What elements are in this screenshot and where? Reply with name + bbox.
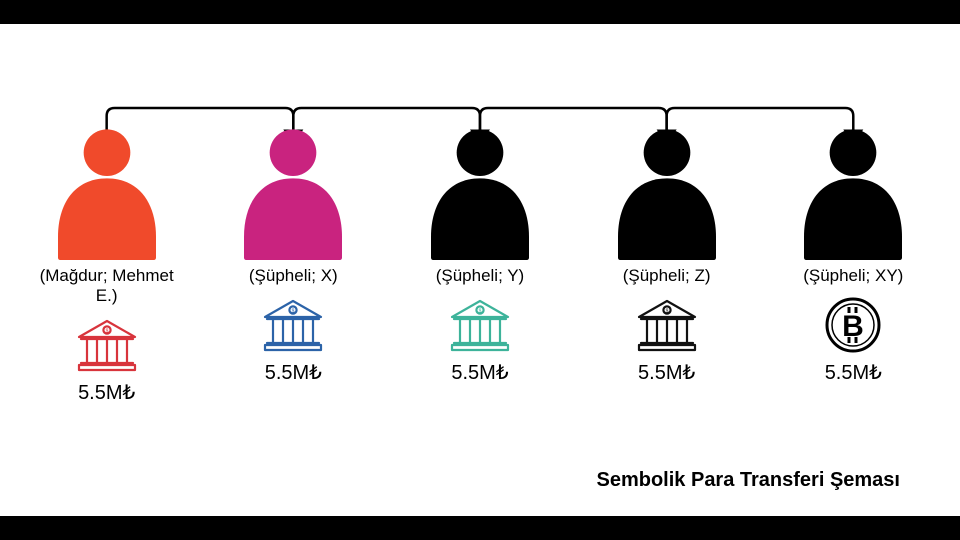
node-label: (Şüpheli; XY): [803, 266, 903, 286]
institution-icon-wrap: B: [824, 296, 882, 354]
transfer-diagram: (Mağdur; Mehmet E.) $ 5.5M₺ (Şüpheli; X)…: [0, 120, 960, 405]
node-amount: 5.5M₺: [78, 380, 135, 405]
node-amount: 5.5M₺: [825, 360, 882, 385]
svg-text:B: B: [842, 310, 864, 343]
institution-icon-wrap: $: [635, 296, 699, 354]
person-icon: [793, 120, 913, 260]
top-bar: [0, 0, 960, 24]
node-suspect-xy: (Şüpheli; XY) B 5.5M₺: [773, 120, 933, 385]
bank-icon: $: [635, 297, 699, 353]
node-amount: 5.5M₺: [638, 360, 695, 385]
node-suspect-z: (Şüpheli; Z) $ 5.5M₺: [587, 120, 747, 385]
institution-icon-wrap: $: [448, 296, 512, 354]
bottom-bar: [0, 516, 960, 540]
person-icon: [607, 120, 727, 260]
institution-icon-wrap: $: [75, 316, 139, 374]
institution-icon-wrap: $: [261, 296, 325, 354]
node-victim: (Mağdur; Mehmet E.) $ 5.5M₺: [27, 120, 187, 405]
node-label: (Şüpheli; Z): [623, 266, 711, 286]
svg-text:$: $: [105, 329, 108, 335]
person-icon: [420, 120, 540, 260]
node-suspect-y: (Şüpheli; Y) $ 5.5M₺: [400, 120, 560, 385]
svg-text:$: $: [292, 309, 295, 315]
diagram-caption: Sembolik Para Transferi Şeması: [597, 469, 901, 492]
node-amount: 5.5M₺: [265, 360, 322, 385]
bank-icon: $: [75, 317, 139, 373]
node-label: (Mağdur; Mehmet E.): [27, 266, 187, 306]
bitcoin-icon: B: [824, 296, 882, 354]
person-icon: [47, 120, 167, 260]
node-label: (Şüpheli; X): [249, 266, 338, 286]
node-amount: 5.5M₺: [451, 360, 508, 385]
node-label: (Şüpheli; Y): [436, 266, 525, 286]
svg-text:$: $: [665, 309, 668, 315]
bank-icon: $: [448, 297, 512, 353]
bank-icon: $: [261, 297, 325, 353]
node-suspect-x: (Şüpheli; X) $ 5.5M₺: [213, 120, 373, 385]
svg-text:$: $: [479, 309, 482, 315]
person-icon: [233, 120, 353, 260]
